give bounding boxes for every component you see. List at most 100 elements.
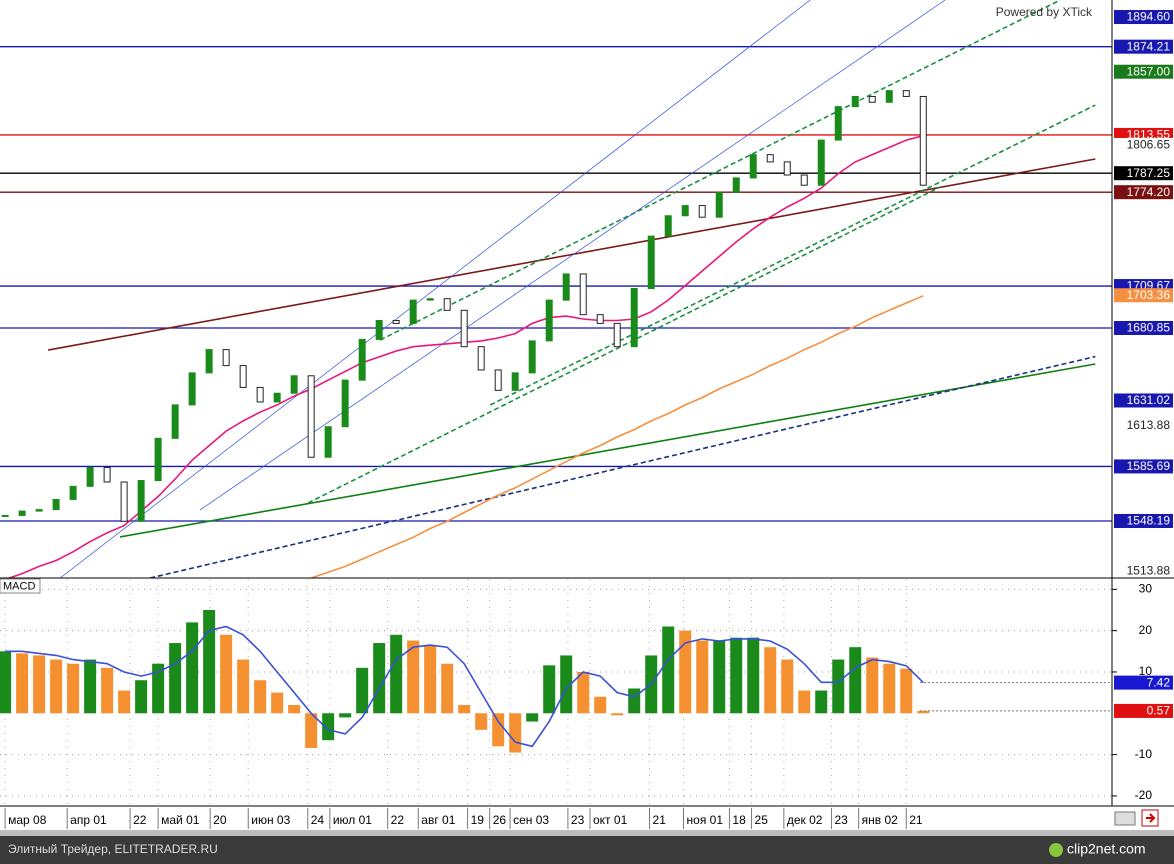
- footer-gap: [0, 830, 1174, 836]
- candle: [358, 338, 366, 381]
- candle: [732, 177, 740, 193]
- date-label: май 01: [161, 813, 200, 827]
- date-label: мар 08: [8, 813, 47, 827]
- histogram-bar: [186, 622, 199, 714]
- histogram-bar: [713, 640, 726, 714]
- date-label: 20: [213, 813, 227, 827]
- price-tag: [1114, 10, 1173, 25]
- toolbar-button[interactable]: [1114, 811, 1136, 826]
- price-tag-label: 1787.25: [1127, 166, 1171, 180]
- histogram-bar: [84, 659, 97, 714]
- histogram-bar: [696, 640, 709, 714]
- histogram-bar: [560, 655, 573, 714]
- trend-line: [149, 355, 1096, 578]
- price-tag: [1114, 185, 1173, 200]
- price-tag-label: 1613.88: [1127, 418, 1171, 432]
- date-label: 19: [471, 813, 485, 827]
- histogram-bar: [900, 668, 913, 714]
- footer-left: Элитный Трейдер, ELITETRADER.RU: [8, 842, 218, 856]
- histogram-bar: [475, 713, 488, 730]
- candle: [477, 346, 485, 371]
- y-tick-label: -10: [1135, 747, 1153, 761]
- trend-line: [379, 0, 1061, 341]
- price-tag: [1114, 393, 1173, 408]
- price-tag: [1114, 166, 1173, 181]
- histogram-bar: [305, 713, 318, 748]
- histogram-bar: [220, 634, 233, 714]
- candle: [817, 139, 825, 186]
- histogram-bar: [271, 692, 284, 714]
- histogram-bar: [798, 690, 811, 714]
- histogram-bar: [730, 637, 743, 714]
- histogram-bar: [526, 713, 539, 722]
- date-label: 24: [311, 813, 325, 827]
- histogram-bar: [339, 713, 352, 718]
- candle: [341, 379, 349, 428]
- footer-bar: [0, 836, 1174, 864]
- date-label: 21: [909, 813, 923, 827]
- y-tick-label: -20: [1135, 788, 1153, 802]
- candle: [681, 205, 689, 217]
- price-tag: [1114, 288, 1173, 303]
- histogram-bar: [152, 663, 165, 714]
- histogram-bar: [832, 659, 845, 714]
- histogram-bar: [101, 667, 114, 714]
- histogram-bar: [849, 647, 862, 714]
- candle: [171, 404, 179, 439]
- date-label: 23: [834, 813, 848, 827]
- candle: [511, 372, 519, 391]
- candle: [273, 392, 281, 403]
- candle: [834, 106, 842, 141]
- histogram-bar: [815, 690, 828, 714]
- candle: [868, 95, 876, 103]
- candle: [290, 375, 298, 394]
- candle: [375, 319, 383, 340]
- candle: [120, 481, 128, 522]
- histogram-bar: [50, 659, 63, 714]
- histogram-bar: [390, 634, 403, 714]
- histogram-bar: [764, 647, 777, 714]
- candle: [222, 349, 230, 367]
- date-label: июн 03: [251, 813, 290, 827]
- price-tag-label: 1703.36: [1127, 288, 1171, 302]
- date-label: авг 01: [421, 813, 455, 827]
- candle: [919, 95, 927, 186]
- date-label: ноя 01: [687, 813, 724, 827]
- candle: [426, 298, 434, 301]
- histogram-bar: [118, 690, 131, 714]
- candle: [188, 372, 196, 406]
- date-label: окт 01: [593, 813, 628, 827]
- candle: [596, 314, 604, 324]
- histogram-bar: [458, 705, 471, 714]
- price-tag: [1114, 137, 1173, 152]
- candle: [52, 498, 60, 511]
- date-label: 22: [133, 813, 147, 827]
- price-tag-label: 1874.21: [1127, 39, 1171, 53]
- histogram-bar: [424, 645, 437, 714]
- price-tag-label: 1513.88: [1127, 564, 1171, 578]
- moving-average: [310, 295, 924, 578]
- date-label: 21: [653, 813, 667, 827]
- histogram-bar: [781, 659, 794, 714]
- candle: [494, 369, 502, 391]
- histogram-bar: [441, 663, 454, 714]
- date-label: 26: [493, 813, 507, 827]
- candle: [698, 205, 706, 218]
- price-tag-label: 1548.19: [1127, 514, 1171, 528]
- y-tick-label: 20: [1139, 623, 1153, 637]
- candle: [902, 90, 910, 97]
- candle: [647, 235, 655, 289]
- histogram-bar: [0, 651, 12, 714]
- histogram-bar: [288, 705, 301, 714]
- candle: [613, 322, 621, 348]
- candle: [851, 95, 859, 108]
- macd-label-box: [0, 578, 41, 594]
- macd-tag-label: 7.42: [1147, 675, 1171, 689]
- candle: [409, 299, 417, 324]
- candle: [545, 299, 553, 342]
- price-tag: [1114, 418, 1173, 433]
- histogram-bar: [594, 696, 607, 714]
- histogram-bar: [169, 643, 182, 714]
- price-tag-label: 1631.02: [1127, 393, 1171, 407]
- exit-icon: [1146, 813, 1156, 823]
